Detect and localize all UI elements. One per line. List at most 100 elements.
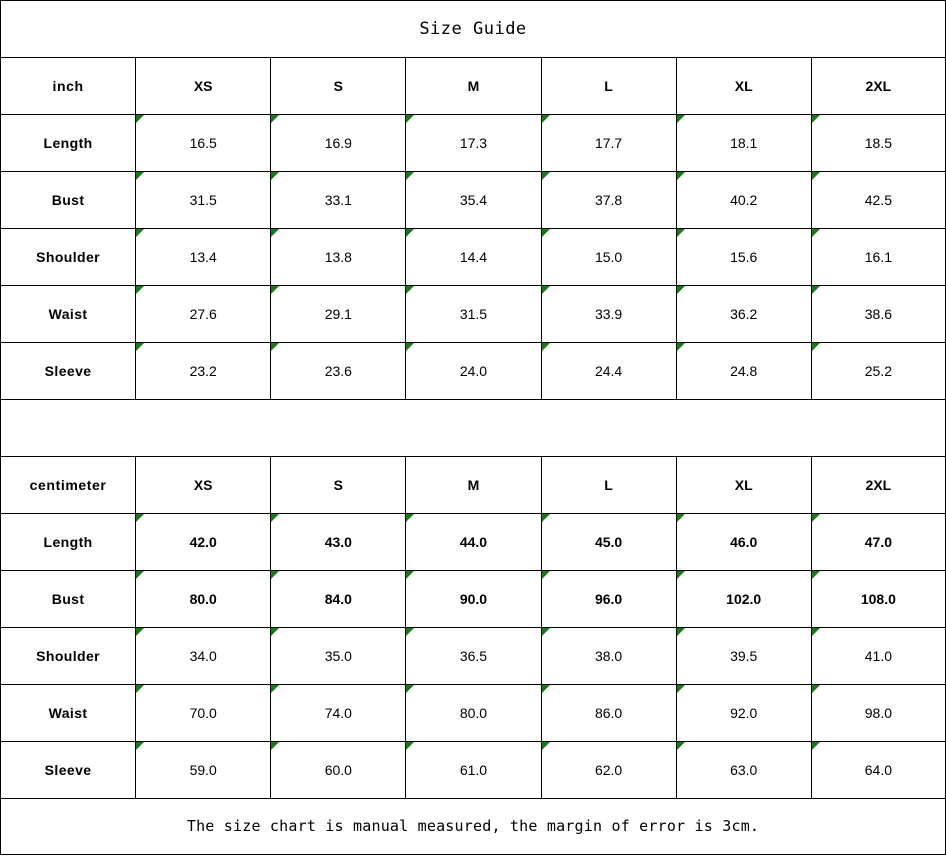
measurement-value: 61.0 xyxy=(459,762,488,778)
cm-cell-sleeve-xs: 59.0 xyxy=(135,741,272,799)
measurement-value: 16.9 xyxy=(324,135,352,151)
measurement-value: 34.0 xyxy=(189,648,217,664)
column-header-label: M xyxy=(467,78,480,94)
cell-flag-icon xyxy=(541,571,550,579)
cell-flag-icon xyxy=(541,229,550,237)
table-row: Bust 80.0 84.0 90.0 96.0 102.0 108.0 xyxy=(0,570,946,628)
cell-flag-icon xyxy=(676,514,685,522)
row-label-text: Bust xyxy=(51,192,85,208)
cell-flag-icon xyxy=(676,685,685,693)
inch-column-header-xl: XL xyxy=(675,57,812,115)
measurement-value: 16.5 xyxy=(189,135,217,151)
cm-cell-waist-2xl: 98.0 xyxy=(810,684,946,742)
measurement-value: 80.0 xyxy=(459,705,488,721)
cell-flag-icon xyxy=(136,115,145,123)
inch-column-header-l: L xyxy=(540,57,677,115)
table-row: Waist 27.6 29.1 31.5 33.9 36.2 38.6 xyxy=(0,285,946,343)
cell-flag-icon xyxy=(271,742,280,750)
inch-column-header-xs: XS xyxy=(135,57,272,115)
cm-cell-sleeve-l: 62.0 xyxy=(540,741,677,799)
cell-flag-icon xyxy=(811,742,820,750)
cm-cell-bust-xl: 102.0 xyxy=(675,570,812,628)
inch-unit-header: inch xyxy=(0,57,137,115)
cm-cell-length-s: 43.0 xyxy=(270,513,407,571)
row-label-text: Sleeve xyxy=(44,762,92,778)
cell-flag-icon xyxy=(136,172,145,180)
inch-cell-waist-m: 31.5 xyxy=(405,285,542,343)
cell-flag-icon xyxy=(406,742,415,750)
cm-row-label-shoulder: Shoulder xyxy=(0,627,137,685)
measurement-value: 24.8 xyxy=(730,363,758,379)
measurement-value: 40.2 xyxy=(730,192,758,208)
column-header-label: XL xyxy=(734,477,753,493)
cell-flag-icon xyxy=(811,685,820,693)
inch-cell-bust-m: 35.4 xyxy=(405,171,542,229)
measurement-value: 74.0 xyxy=(324,705,352,721)
measurement-value: 36.2 xyxy=(730,306,758,322)
measurement-value: 60.0 xyxy=(324,762,352,778)
cm-row-label-bust: Bust xyxy=(0,570,137,628)
cm-cell-waist-l: 86.0 xyxy=(540,684,677,742)
inch-cell-shoulder-l: 15.0 xyxy=(540,228,677,286)
inch-cell-waist-xs: 27.6 xyxy=(135,285,272,343)
cm-column-header-m: M xyxy=(405,456,542,514)
measurement-value: 44.0 xyxy=(459,534,488,550)
measurement-value: 96.0 xyxy=(594,591,623,607)
cell-flag-icon xyxy=(406,628,415,636)
cm-unit-header: centimeter xyxy=(0,456,137,514)
cell-flag-icon xyxy=(541,172,550,180)
cell-flag-icon xyxy=(271,115,280,123)
measurement-value: 24.4 xyxy=(594,363,623,379)
cell-flag-icon xyxy=(271,286,280,294)
measurement-value: 35.0 xyxy=(324,648,352,664)
inch-header-row: inch XS S M L XL 2XL xyxy=(0,57,946,115)
inch-cell-sleeve-xs: 23.2 xyxy=(135,342,272,400)
cm-cell-waist-s: 74.0 xyxy=(270,684,407,742)
inch-row-label-bust: Bust xyxy=(0,171,137,229)
inch-row-label-shoulder: Shoulder xyxy=(0,228,137,286)
measurement-value: 59.0 xyxy=(189,762,217,778)
cell-flag-icon xyxy=(811,115,820,123)
inch-cell-shoulder-s: 13.8 xyxy=(270,228,407,286)
cell-flag-icon xyxy=(406,685,415,693)
cell-flag-icon xyxy=(676,115,685,123)
inch-cell-length-m: 17.3 xyxy=(405,114,542,172)
cm-cell-length-xs: 42.0 xyxy=(135,513,272,571)
column-header-label: XS xyxy=(193,477,213,493)
inch-cell-length-2xl: 18.5 xyxy=(810,114,946,172)
cell-flag-icon xyxy=(541,742,550,750)
inch-cell-sleeve-xl: 24.8 xyxy=(675,342,812,400)
measurement-value: 31.5 xyxy=(459,306,488,322)
measurement-value: 47.0 xyxy=(864,534,892,550)
cm-cell-length-xl: 46.0 xyxy=(675,513,812,571)
cell-flag-icon xyxy=(676,172,685,180)
cell-flag-icon xyxy=(811,343,820,351)
cell-flag-icon xyxy=(811,172,820,180)
measurement-value: 38.6 xyxy=(864,306,892,322)
measurement-value: 23.6 xyxy=(324,363,352,379)
cell-flag-icon xyxy=(676,571,685,579)
cell-flag-icon xyxy=(136,286,145,294)
measurement-value: 102.0 xyxy=(726,591,762,607)
cell-flag-icon xyxy=(541,514,550,522)
cell-flag-icon xyxy=(136,229,145,237)
measurement-value: 92.0 xyxy=(730,705,758,721)
cell-flag-icon xyxy=(406,115,415,123)
inch-cell-length-xs: 16.5 xyxy=(135,114,272,172)
cm-cell-bust-2xl: 108.0 xyxy=(810,570,946,628)
measurement-value: 33.1 xyxy=(324,192,352,208)
inch-cell-shoulder-xl: 15.6 xyxy=(675,228,812,286)
cm-row-label-waist: Waist xyxy=(0,684,137,742)
column-header-label: S xyxy=(333,78,343,94)
cm-cell-bust-xs: 80.0 xyxy=(135,570,272,628)
cell-flag-icon xyxy=(406,286,415,294)
measurement-value: 43.0 xyxy=(324,534,352,550)
cell-flag-icon xyxy=(811,514,820,522)
table-row: Bust 31.5 33.1 35.4 37.8 40.2 42.5 xyxy=(0,171,946,229)
measurement-value: 13.8 xyxy=(324,249,352,265)
cell-flag-icon xyxy=(136,571,145,579)
cm-cell-bust-l: 96.0 xyxy=(540,570,677,628)
cm-cell-shoulder-xl: 39.5 xyxy=(675,627,812,685)
